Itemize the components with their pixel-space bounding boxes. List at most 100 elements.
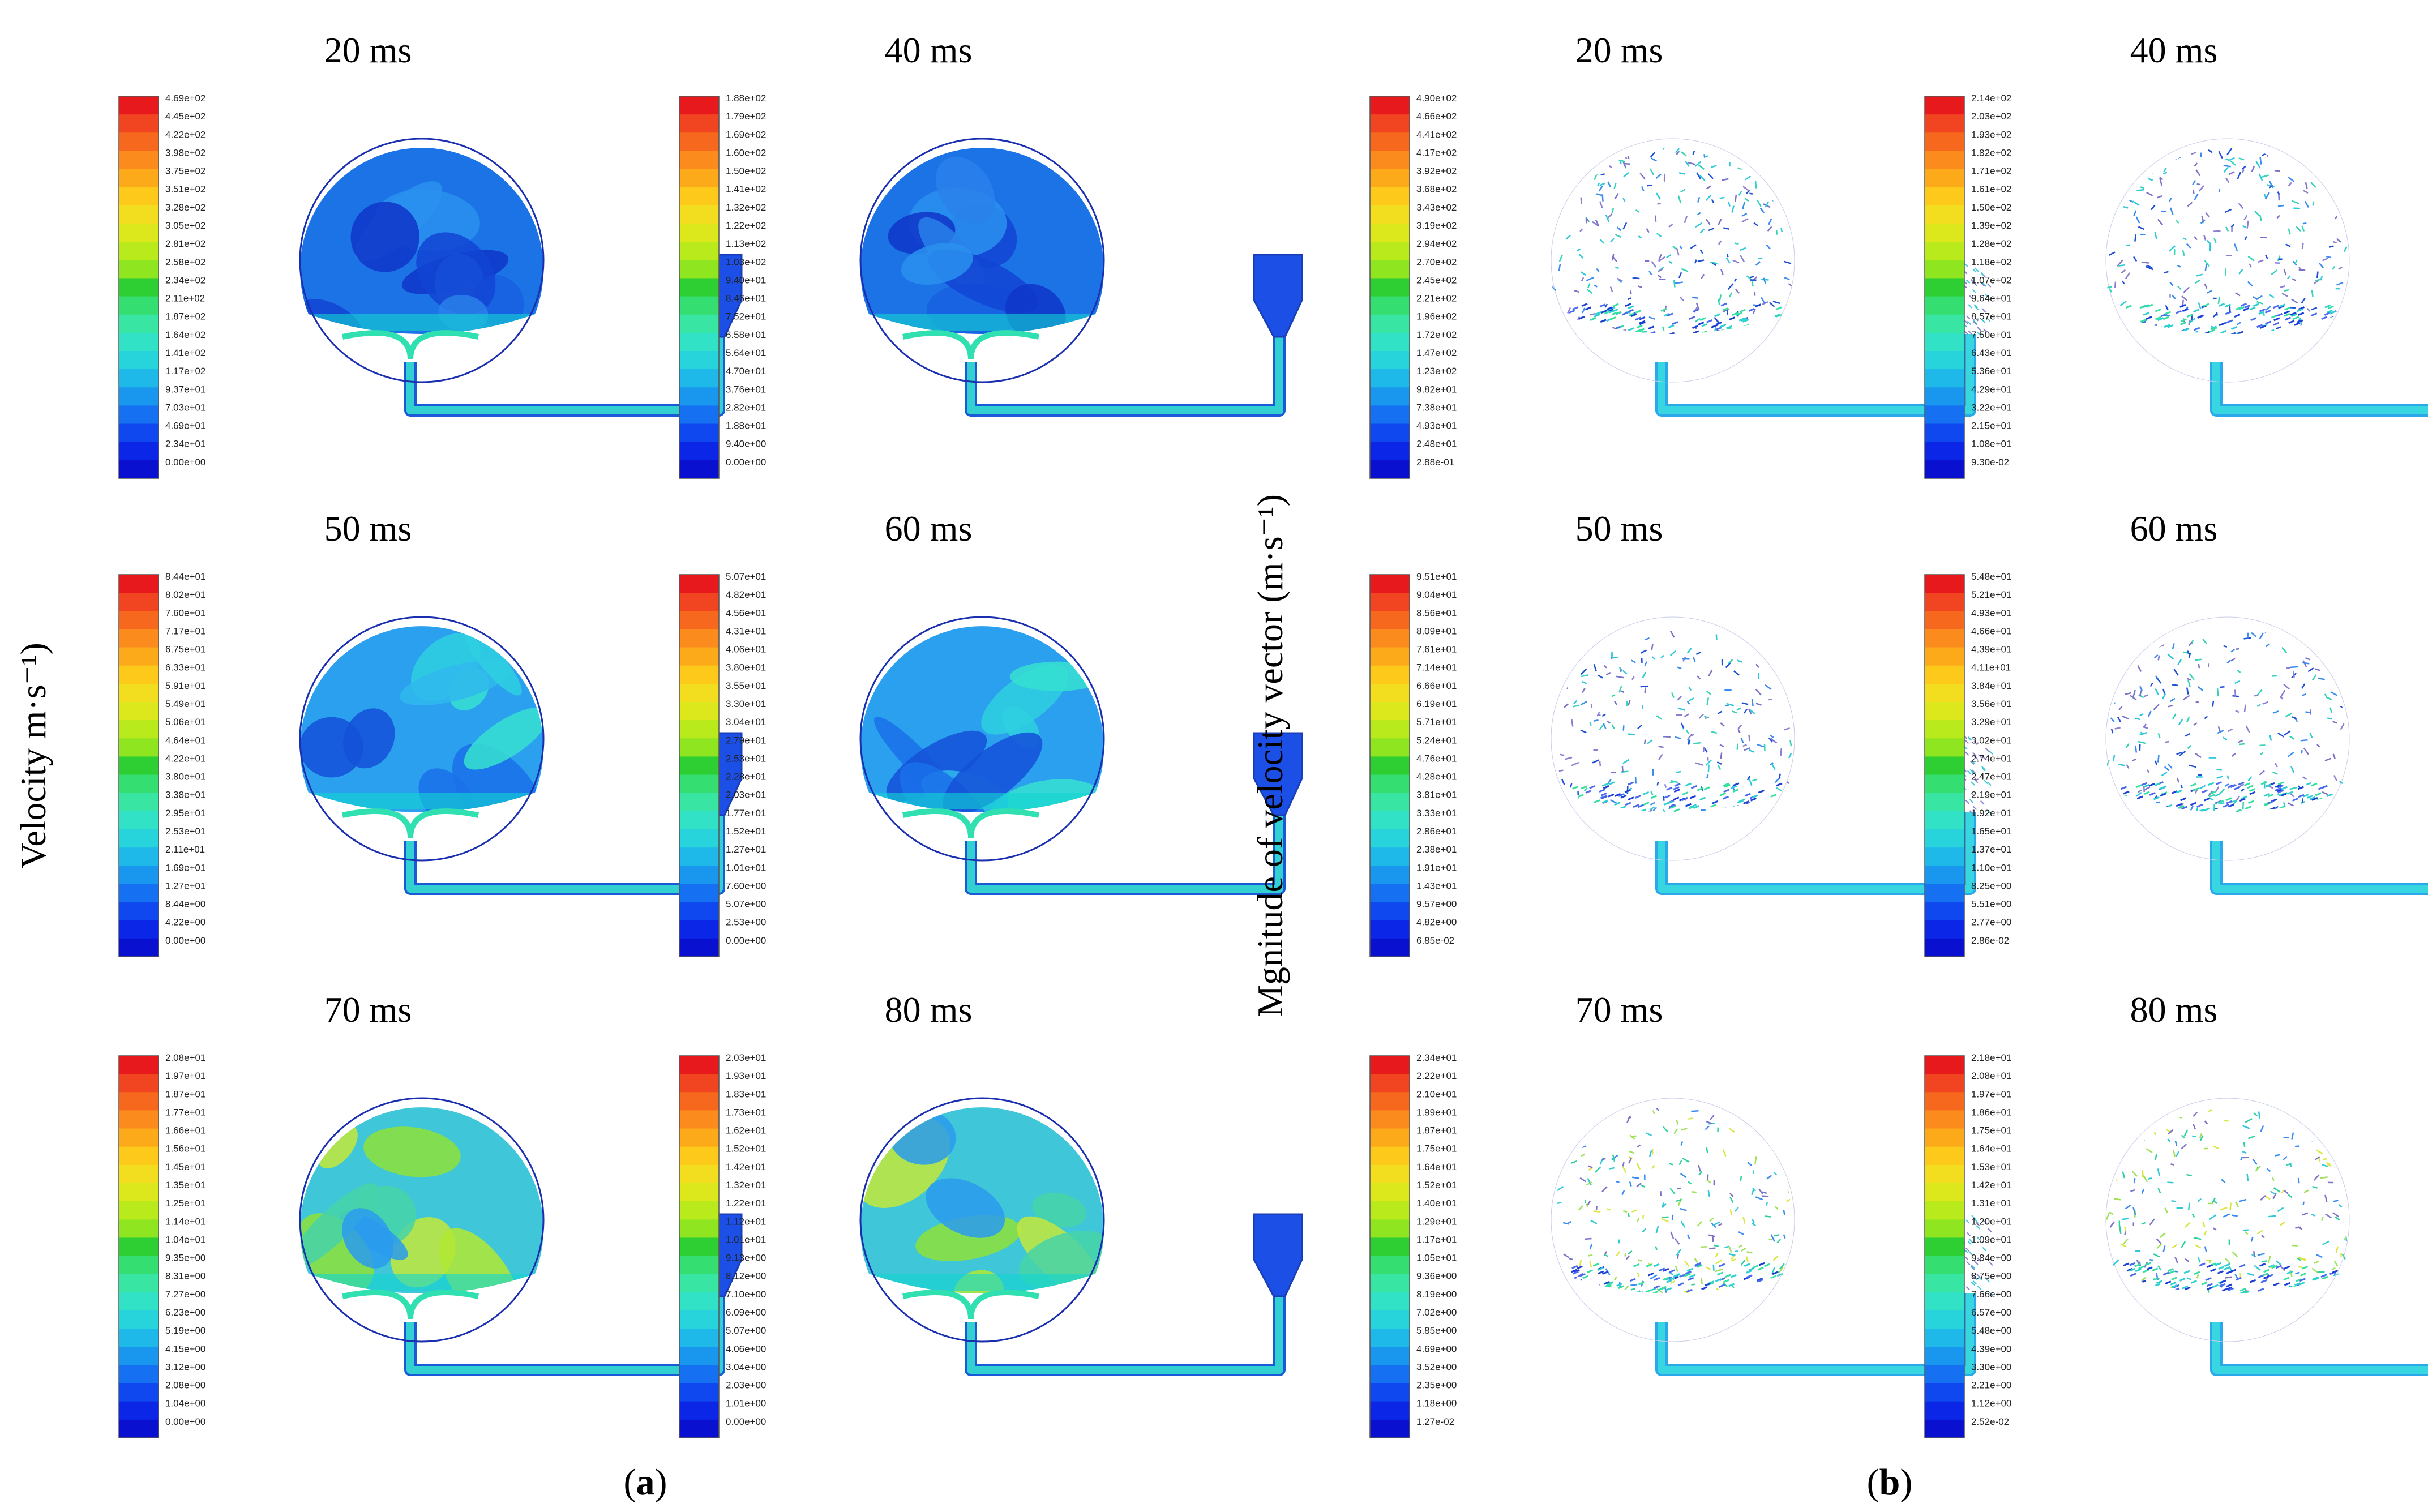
colorbar-segment [119,866,159,884]
separator-vector [1967,736,1972,741]
colorbar-tick-label: 1.65e+01 [1971,826,2011,837]
colorbar-segment [1925,132,1964,151]
colorbar-tick-label: 5.71e+01 [1416,717,1457,727]
colorbar-tick-label: 9.64e+01 [1971,293,2011,304]
colorbar-segment [1370,132,1410,151]
colorbar-tick-label: 1.50e+02 [1971,202,2011,213]
colorbar-tick-label: 2.34e+01 [165,439,205,449]
duct-outline [1655,334,1976,417]
colorbar-segment [1925,1092,1964,1111]
colorbar-segment [1370,1056,1410,1074]
colorbar-tick-label: 1.93e+02 [1971,129,2011,140]
colorbar-segment [119,611,159,629]
colorbar-tick-label: 8.56e+01 [1416,607,1457,618]
colorbar-tick-label: 2.19e+01 [1971,790,2011,800]
separator-vector [1969,810,1974,815]
colorbar-tick-label: 1.99e+01 [1416,1107,1457,1117]
colorbar-tick-label: 5.19e+00 [165,1325,205,1336]
colorbar-segment [119,847,159,866]
colorbar-segment [1370,1274,1410,1293]
separator-vector [1982,1247,1987,1252]
colorbar-tick-label: 1.69e+02 [726,129,766,140]
colorbar-segment [1370,1419,1410,1438]
colorbar-segment [679,829,719,848]
colorbar-segment [119,1219,159,1238]
colorbar-segment [679,629,719,648]
colorbar-segment [679,296,719,315]
colorbar-tick-label: 5.07e+01 [726,571,766,582]
separator-vector [1971,769,1976,774]
colorbar-tick-label: 1.83e+01 [726,1089,766,1099]
separator-vector [1964,330,1968,335]
colorbar-tick-label: 9.57e+00 [1416,899,1457,910]
frames-layer: 20 ms 4.69e+02 4.45e+02 4.22e+02 3.98e+02 3.7… [118,30,2428,1438]
colorbar-tick-label: 4.06e+00 [726,1343,766,1354]
colorbar-tick-label: 8.09e+01 [1416,626,1457,636]
separator-vector [1965,1219,1970,1224]
colorbar-segment [1925,314,1964,333]
separator-vector [1973,304,1978,309]
colorbar-tick-label: 9.04e+01 [1416,589,1457,600]
colorbar-tick-label: 1.01e+01 [726,1234,766,1245]
colorbar-tick-label: 9.82e+01 [1416,384,1457,395]
frame-time-label: 70 ms [324,990,412,1030]
colorbar-segment [1925,1347,1964,1365]
separator-vector [1972,289,1977,294]
panel-b-frame-1: 20 ms 4.90e+02 4.66e+02 4.41e+02 4.17e+02 3.9… [1369,30,1992,479]
colorbar-tick-label: 1.64e+02 [165,329,205,340]
colorbar-tick-label: 4.69e+02 [165,93,205,104]
separator-vector [1970,1266,1975,1270]
colorbar-segment [1925,224,1964,242]
colorbar-segment [1925,242,1964,260]
colorbar-tick-label: 1.87e+01 [1416,1125,1457,1136]
colorbar-segment [1925,278,1964,297]
colorbar-segment [679,920,719,939]
colorbar-tick-label: 4.39e+01 [1971,644,2011,655]
colorbar-tick-label: 2.18e+01 [1971,1052,2011,1063]
colorbar-segment [1925,847,1964,866]
colorbar-tick-label: 4.06e+01 [726,644,766,655]
duct-flow [2212,1322,2428,1374]
vessel-outline [1551,1098,1795,1342]
colorbar-tick-label: 3.51e+02 [165,184,205,195]
panel-b-frame-5: 70 ms 2.34e+01 2.22e+01 2.10e+01 1.99e+01 1.8… [1369,990,1993,1438]
vessel-outline [1551,616,1795,861]
colorbar-tick-label: 2.15e+01 [1971,421,2011,431]
duct-flow [1658,812,1974,893]
colorbar-segment [1370,1237,1410,1257]
colorbar-segment [1370,224,1410,242]
separator-vector [1981,308,1986,312]
colorbar-tick-label: 8.02e+01 [165,589,205,600]
colorbar-segment [119,296,159,315]
colorbar-segment [119,1092,159,1111]
separator-vector [1973,320,1977,324]
colorbar-tick-label: 3.76e+01 [726,384,766,395]
duct-outline [2210,841,2428,895]
panel-a-frame-3: 50 ms 8.44e+01 8.02e+01 7.60e+01 7.17e+01 6.7… [118,508,743,957]
colorbar-tick-label: 2.82e+01 [726,402,766,413]
vessel-outline [2105,616,2350,861]
separator-vector [1965,279,1971,284]
duct-flow [406,334,723,414]
colorbar-tick-label: 1.72e+02 [1416,329,1457,340]
colorbar-segment [1370,151,1410,170]
separator-vector [1972,806,1977,810]
colorbar-segment [1370,278,1410,297]
colorbar-segment [679,683,719,703]
colorbar-tick-label: 1.12e+01 [726,1216,766,1227]
colorbar-tick-label: 1.32e+02 [726,202,766,213]
colorbar-tick-label: 9.51e+01 [1416,571,1457,582]
separator-vector [1987,781,1992,786]
colorbar-segment [679,351,719,370]
separator-vector [1967,770,1972,775]
panel-b-frame-6: 80 ms 2.18e+01 2.08e+01 1.97e+01 1.86e+01 1.7… [1924,990,2428,1438]
colorbar-tick-label: 1.43e+01 [1416,880,1457,891]
colorbar-segment [1370,629,1410,648]
colorbar-segment [1925,1237,1964,1257]
colorbar-segment [679,702,719,721]
colorbar-segment [1370,1092,1410,1111]
colorbar-segment [679,442,719,461]
colorbar-tick-label: 3.43e+02 [1416,202,1457,213]
colorbar-tick-label: 4.93e+01 [1971,607,2011,618]
